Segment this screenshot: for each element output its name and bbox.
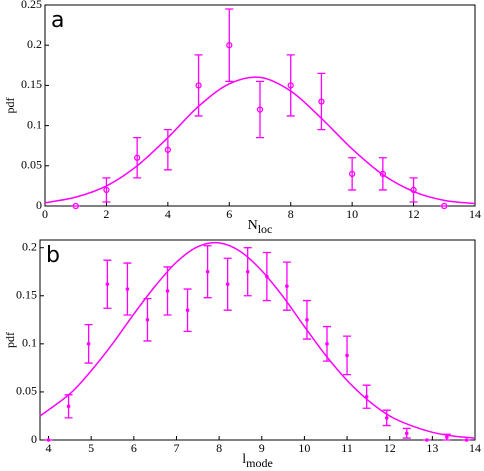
data-point — [445, 435, 449, 439]
data-point — [225, 282, 230, 287]
data-point — [72, 202, 79, 210]
data-point — [105, 282, 110, 287]
data-point — [226, 42, 233, 49]
y-tick-label: 0.1 — [27, 117, 42, 131]
data-point — [195, 82, 202, 89]
x-tick-label: 4 — [165, 207, 171, 221]
error-bar — [225, 8, 234, 83]
error-bar — [133, 137, 142, 179]
x-tick-label: 5 — [88, 441, 94, 455]
x-tick-label: 4 — [46, 441, 52, 455]
data-point — [379, 170, 387, 177]
y-axis-label: pdf — [3, 332, 17, 348]
x-tick-label: 8 — [288, 207, 294, 221]
y-axis-label: pdf — [3, 98, 17, 114]
data-point — [164, 146, 172, 153]
data-point — [318, 98, 325, 105]
x-axis-label: lmode — [242, 452, 273, 470]
x-tick-label: 8 — [216, 441, 222, 455]
error-bar — [409, 177, 418, 203]
data-point — [325, 342, 329, 346]
y-tick-label: 0 — [31, 432, 37, 446]
fit-curve — [39, 241, 476, 439]
x-tick-label: 6 — [131, 441, 137, 455]
error-bar — [348, 157, 357, 191]
x-tick-label: 0 — [42, 207, 48, 221]
data-point — [165, 289, 170, 293]
panel-label: b — [46, 243, 60, 268]
error-bar — [102, 177, 111, 203]
x-tick-label: 10 — [346, 207, 358, 221]
y-tick-label: 0.2 — [27, 37, 42, 51]
data-point — [66, 404, 71, 409]
x-axis-label-sub: loc — [258, 222, 273, 236]
x-tick-label: 9 — [259, 441, 265, 455]
x-tick-label: 11 — [341, 441, 353, 455]
x-tick-label: 14 — [469, 441, 481, 455]
error-bar — [163, 128, 172, 171]
plot-frame — [44, 4, 476, 207]
x-axis-label-main: N — [248, 218, 258, 233]
data-point — [103, 186, 110, 194]
error-bar — [256, 80, 264, 139]
y-tick-label: 0.25 — [21, 0, 42, 11]
data-point — [256, 106, 264, 113]
plot-frame — [39, 239, 476, 441]
error-bar — [317, 72, 326, 131]
y-tick-label: 0 — [36, 198, 42, 212]
x-axis-label-main: l — [242, 452, 246, 467]
data-point — [464, 438, 469, 442]
data-point — [348, 170, 356, 177]
y-tick-label: 0.15 — [21, 77, 42, 91]
y-tick-label: 0.05 — [16, 384, 37, 398]
x-axis-label: Nloc — [248, 218, 273, 236]
data-point — [441, 202, 448, 210]
data-point — [285, 284, 289, 288]
data-point — [305, 318, 309, 322]
fit-curve — [44, 76, 476, 205]
panel-label: a — [51, 8, 64, 33]
data-point — [125, 287, 130, 291]
error-bar — [286, 54, 295, 117]
data-point — [133, 154, 141, 161]
data-point — [185, 308, 190, 312]
x-axis-label-sub: mode — [246, 456, 273, 470]
data-point — [205, 269, 210, 274]
x-tick-label: 2 — [103, 207, 109, 221]
data-point — [425, 438, 429, 442]
data-point — [345, 353, 349, 358]
x-tick-label: 12 — [384, 441, 396, 455]
data-point — [287, 82, 294, 89]
x-tick-label: 6 — [226, 207, 232, 221]
y-tick-label: 0.2 — [22, 239, 37, 253]
y-tick-label: 0.05 — [21, 158, 42, 172]
data-point — [46, 438, 51, 442]
y-tick-label: 0.15 — [16, 288, 37, 302]
data-point — [404, 431, 409, 436]
x-tick-label: 14 — [469, 207, 481, 221]
data-point — [384, 416, 389, 420]
x-tick-label: 13 — [426, 441, 438, 455]
x-tick-label: 7 — [173, 441, 179, 455]
data-point — [145, 318, 150, 322]
data-point — [86, 342, 91, 346]
y-tick-label: 0.1 — [22, 336, 37, 350]
x-tick-label: 10 — [298, 441, 310, 455]
data-point — [245, 269, 250, 274]
x-tick-label: 12 — [408, 207, 420, 221]
